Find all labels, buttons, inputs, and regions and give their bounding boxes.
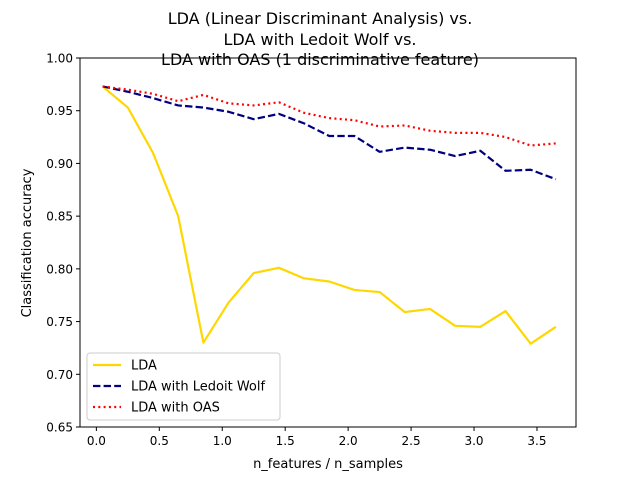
title-line-3: LDA with OAS (1 discriminative feature) (161, 50, 479, 69)
legend-label: LDA (131, 359, 157, 374)
series-line-2 (102, 85, 556, 147)
y-tick-label: 0.75 (46, 315, 73, 329)
legend-label: LDA with Ledoit Wolf (131, 380, 265, 395)
y-tick-label: 0.80 (46, 262, 73, 276)
legend-label: LDA with OAS (131, 401, 220, 416)
x-tick-label: 0.5 (150, 434, 169, 448)
x-tick-label: 3.5 (527, 434, 546, 448)
legend: LDA LDA with Ledoit Wolf LDA with OAS (86, 352, 281, 421)
x-tick-label: 2.5 (402, 434, 421, 448)
y-tick-label: 0.95 (46, 104, 73, 118)
x-tick-label: 2.0 (339, 434, 358, 448)
x-tick-label: 1.5 (276, 434, 295, 448)
x-axis-label: n_features / n_samples (253, 457, 403, 472)
x-tick-label: 0.0 (87, 434, 106, 448)
y-tick-label: 1.00 (46, 52, 73, 66)
legend-box (86, 352, 281, 421)
x-tick-label: 3.0 (464, 434, 483, 448)
series-line-1 (102, 85, 557, 181)
title-line-1: LDA (Linear Discriminant Analysis) vs. (168, 9, 473, 28)
y-axis-label: Classification accuracy (20, 168, 35, 317)
y-tick-label: 0.70 (46, 368, 73, 382)
x-tick-label: 1.0 (213, 434, 232, 448)
axes-frame (79, 57, 577, 428)
y-tick-label: 0.90 (46, 157, 73, 171)
y-tick-label: 0.65 (46, 421, 73, 435)
title-line-2: LDA with Ledoit Wolf vs. (224, 30, 417, 49)
y-tick-label: 0.85 (46, 210, 73, 224)
series-line-0 (101, 85, 557, 345)
